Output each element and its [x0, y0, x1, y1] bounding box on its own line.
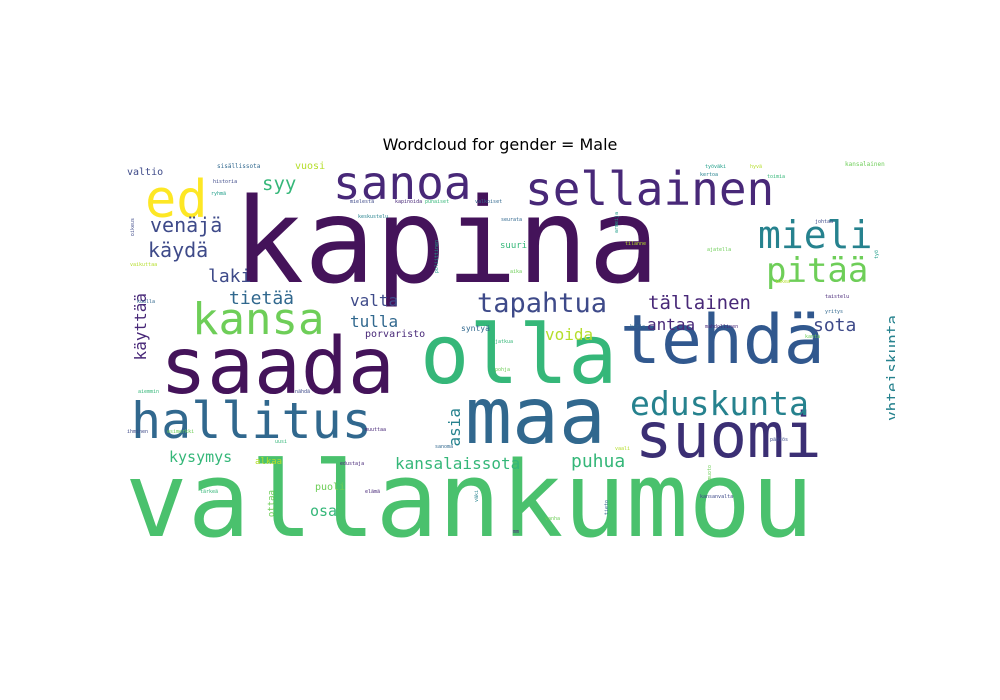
cloud-word: mielestä — [350, 199, 375, 205]
cloud-word: vaikuttaa — [130, 262, 158, 268]
cloud-word: valta — [350, 291, 399, 310]
cloud-word: kansalainen — [845, 161, 885, 168]
cloud-word: pitää — [766, 251, 869, 291]
cloud-word: toimia — [767, 174, 786, 180]
cloud-word: yhteiskunta — [883, 315, 895, 421]
cloud-word: tällainen — [648, 292, 751, 314]
cloud-word: kapina — [233, 172, 660, 310]
cloud-word: saada — [160, 322, 395, 412]
cloud-word: vanha — [545, 516, 561, 522]
cloud-word: muoto — [707, 465, 713, 481]
cloud-word: olla — [420, 308, 618, 403]
cloud-word: syy — [262, 173, 297, 195]
cloud-word: historia — [213, 179, 238, 185]
cloud-word: kertoa — [700, 172, 719, 178]
cloud-word: hallitus — [131, 392, 372, 450]
cloud-word: sanoa — [333, 160, 472, 210]
cloud-word: puhua — [571, 451, 626, 472]
cloud-word: kanta — [805, 334, 821, 340]
cloud-word: elämä — [365, 489, 381, 495]
cloud-word: sanoma — [435, 444, 454, 450]
cloud-word: asia — [445, 408, 464, 447]
cloud-word: laki — [208, 266, 252, 287]
cloud-word: armeija — [614, 212, 620, 234]
cloud-word: lukea — [775, 279, 791, 285]
cloud-word: osa — [310, 502, 338, 520]
cloud-word: sisällissota — [217, 163, 261, 170]
cloud-word: väki — [474, 490, 480, 503]
cloud-word: keskustelu — [358, 214, 389, 220]
cloud-word: kysymys — [169, 448, 233, 466]
cloud-word: johtaa — [815, 219, 834, 225]
cloud-word: voida — [545, 325, 594, 344]
cloud-word: työväki — [705, 164, 727, 170]
cloud-word: sellainen — [525, 162, 775, 216]
cloud-word: tulla — [350, 312, 399, 331]
cloud-word: vuosi — [295, 161, 326, 172]
cloud-word: päätös — [770, 437, 789, 443]
word-cloud: kapina vallankumou saada olla maa tehdä suomi h… — [125, 160, 895, 550]
cloud-word: hyvä — [750, 164, 763, 170]
cloud-word: ajatella — [707, 247, 732, 253]
cloud-word: eduskunta — [630, 384, 809, 423]
cloud-word: valkoiset — [475, 199, 503, 205]
cloud-word: syntyä — [461, 324, 490, 333]
cloud-word: mahdollinen — [705, 324, 739, 330]
cloud-word: ottaa — [267, 490, 277, 518]
cloud-word: kansalaissota — [395, 454, 521, 473]
cloud-word: ihminen — [127, 429, 149, 435]
cloud-word: käydä — [148, 238, 209, 262]
cloud-word: tietää — [229, 288, 295, 309]
cloud-word: kirja — [630, 324, 646, 330]
cloud-word: työ — [874, 250, 880, 260]
cloud-word: muuttaa — [365, 427, 387, 433]
cloud-word: porvaristo — [365, 329, 426, 340]
cloud-word: tärkeä — [200, 489, 219, 495]
cloud-word: nähdä — [295, 389, 311, 395]
cloud-word: tehdä — [620, 301, 825, 380]
cloud-word: kansanvalta — [700, 494, 734, 500]
cloud-word: uusi — [275, 439, 288, 445]
cloud-word: vaali — [615, 446, 631, 452]
cloud-word: jatkua — [495, 339, 514, 345]
cloud-word: tapahtua — [477, 288, 608, 319]
cloud-word: esimerkki — [167, 429, 195, 435]
cloud-word: tieto — [604, 500, 610, 516]
cloud-word: edustaja — [340, 461, 365, 467]
cloud-word: punaiset — [425, 199, 450, 205]
cloud-word: suomi — [635, 399, 822, 472]
cloud-word: sota — [813, 315, 857, 336]
cloud-word: ed — [145, 170, 208, 230]
cloud-word: kansa — [192, 294, 325, 345]
cloud-word: suuri — [500, 241, 528, 251]
cloud-word: taistelu — [825, 294, 850, 300]
cloud-word: seurata — [501, 217, 523, 223]
cloud-word: ryhmä — [211, 191, 227, 197]
cloud-word: maa — [465, 372, 606, 462]
cloud-word: alkaa — [255, 457, 283, 467]
cloud-word: aika — [510, 269, 523, 275]
cloud-word: tilanne — [625, 241, 647, 247]
cloud-word: pohja — [495, 367, 511, 373]
cloud-word: kapinoida — [395, 199, 423, 205]
cloud-word: antaa — [647, 315, 696, 334]
cloud-word: venäjä — [150, 213, 223, 237]
cloud-title: Wordcloud for gender = Male — [382, 135, 618, 154]
cloud-word: valtio — [127, 167, 164, 178]
cloud-word: mm — [513, 529, 520, 535]
cloud-word: puoli — [315, 482, 346, 493]
cloud-word: oikeus — [130, 218, 136, 237]
cloud-word: yritys — [825, 309, 844, 315]
cloud-word: kuulla — [137, 299, 156, 305]
cloud-word: vallankumou — [125, 439, 814, 550]
cloud-word: poliittinen — [434, 240, 440, 274]
cloud-word: mieli — [758, 213, 873, 257]
cloud-word: aiemmin — [138, 389, 160, 395]
